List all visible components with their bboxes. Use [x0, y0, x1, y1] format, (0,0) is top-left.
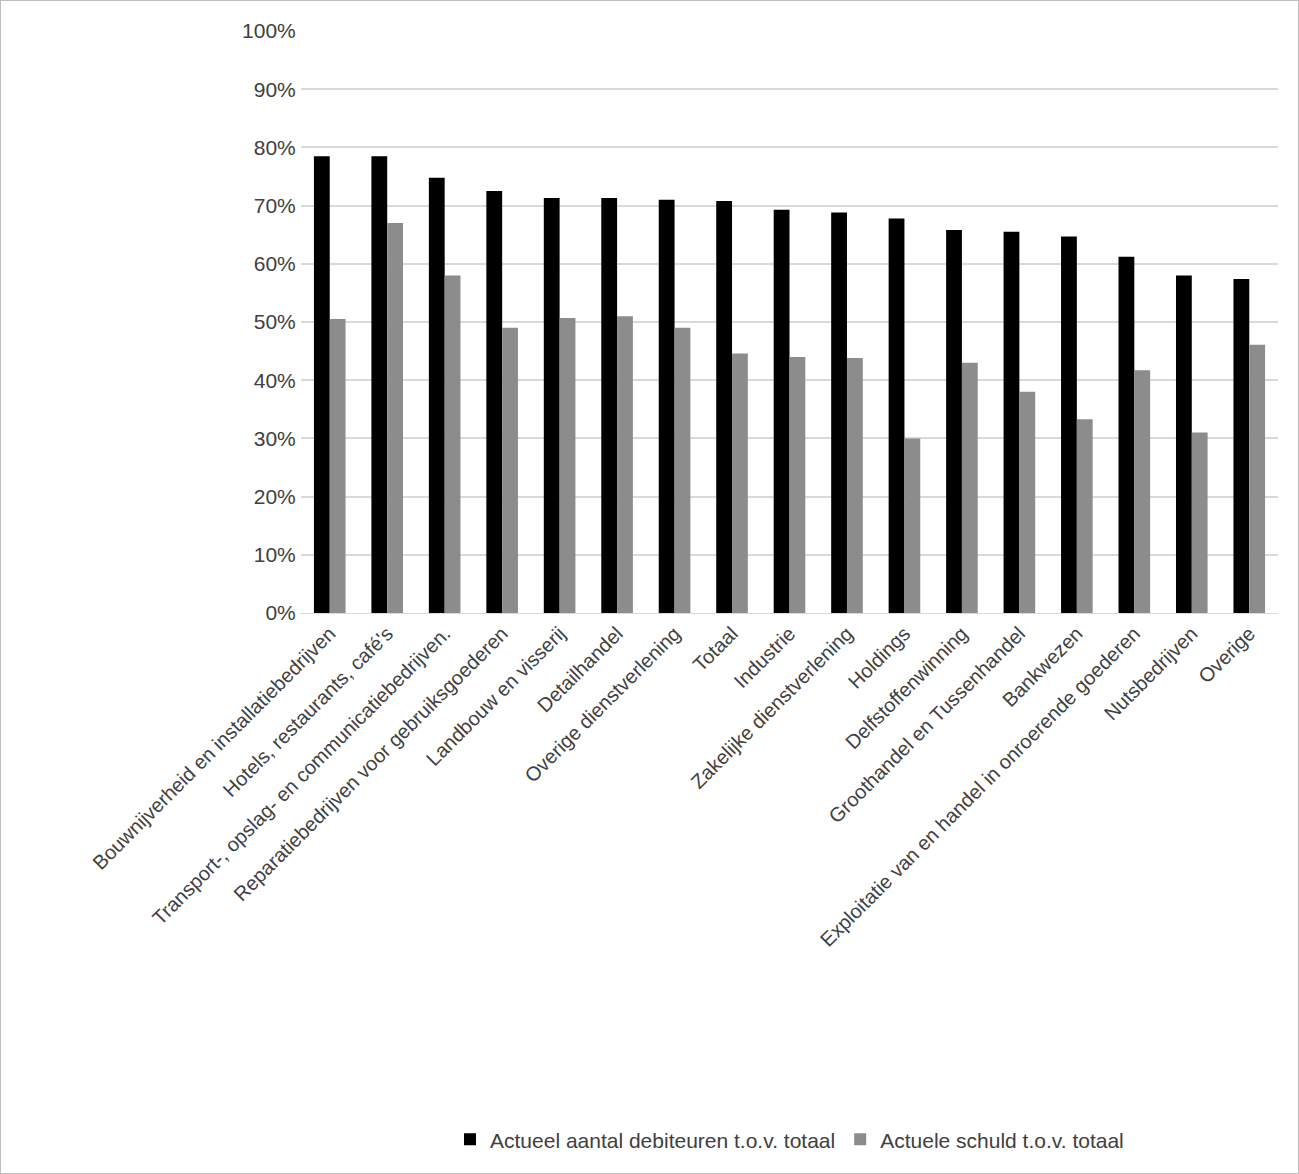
svg-text:90%: 90% [254, 78, 296, 101]
svg-text:60%: 60% [254, 252, 296, 275]
svg-text:Industrie: Industrie [730, 622, 800, 692]
svg-text:Detailhandel: Detailhandel [533, 622, 627, 716]
svg-text:Totaal: Totaal [689, 622, 742, 675]
svg-text:40%: 40% [254, 369, 296, 392]
svg-text:0%: 0% [265, 601, 295, 624]
svg-text:50%: 50% [254, 310, 296, 333]
svg-text:Overige dienstverlening: Overige dienstverlening [520, 622, 684, 786]
svg-text:Transport-, opslag- en communi: Transport-, opslag- en communicatiebedri… [148, 622, 455, 929]
svg-text:20%: 20% [254, 485, 296, 508]
svg-text:Holdings: Holdings [844, 622, 915, 693]
svg-text:Zakelijke dienstverlening: Zakelijke dienstverlening [686, 622, 856, 792]
svg-text:Delfstoffenwinning: Delfstoffenwinning [841, 622, 972, 753]
svg-text:Actuele schuld t.o.v. totaal: Actuele schuld t.o.v. totaal [880, 1129, 1124, 1152]
svg-text:Reparatiebedrijven voor gebrui: Reparatiebedrijven voor gebruiksgoederen [229, 622, 512, 905]
svg-text:10%: 10% [254, 543, 296, 566]
svg-text:30%: 30% [254, 427, 296, 450]
svg-text:80%: 80% [254, 136, 296, 159]
svg-text:Landbouw en visserij: Landbouw en visserij [422, 622, 570, 770]
svg-text:Bouwnijverheid en installatieb: Bouwnijverheid en installatiebedrijven [88, 622, 339, 873]
svg-text:Bankwezen: Bankwezen [998, 622, 1087, 711]
svg-text:Groothandel en Tussenhandel: Groothandel en Tussenhandel [824, 622, 1029, 827]
svg-text:100%: 100% [242, 19, 296, 42]
svg-text:70%: 70% [254, 194, 296, 217]
svg-text:Actueel aantal debiteuren t.o.: Actueel aantal debiteuren t.o.v. totaal [490, 1129, 835, 1152]
svg-text:Exploitatie van en handel in o: Exploitatie van en handel in onroerende … [816, 622, 1144, 950]
svg-text:Overige: Overige [1194, 622, 1259, 687]
svg-text:Hotels, restaurants, café's: Hotels, restaurants, café's [218, 622, 397, 801]
svg-text:Nutsbedrijven: Nutsbedrijven [1100, 622, 1202, 724]
